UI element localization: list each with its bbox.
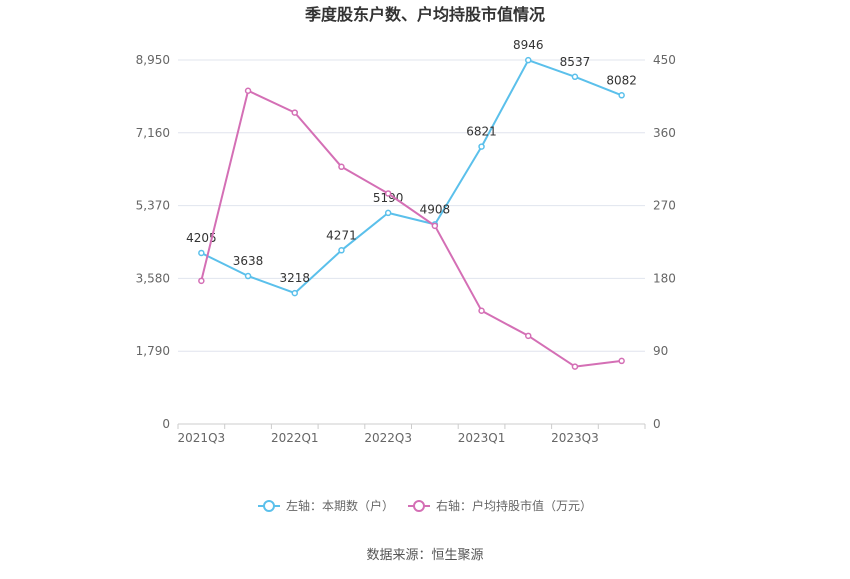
right-axis-tick-label: 0 (653, 417, 661, 431)
data-point[interactable] (291, 289, 298, 297)
data-point[interactable] (338, 163, 345, 171)
legend-marker-icon[interactable] (413, 500, 425, 512)
x-axis-tick-label: 2022Q3 (364, 431, 412, 445)
legend-marker-icon[interactable] (263, 500, 275, 512)
data-point[interactable] (431, 222, 439, 230)
right-axis-tick-label: 270 (653, 199, 676, 213)
data-label: 8946 (513, 38, 544, 52)
data-point[interactable] (244, 272, 252, 280)
data-point[interactable] (525, 56, 532, 64)
data-label: 6821 (466, 125, 497, 139)
data-point[interactable] (198, 277, 205, 285)
data-source: 数据来源：恒生聚源 (366, 548, 483, 563)
left-axis-tick-label: 0 (162, 417, 170, 431)
right-axis-tick-label: 90 (653, 344, 668, 358)
data-point[interactable] (198, 249, 205, 257)
right-axis-tick-label: 360 (653, 126, 676, 140)
series-line (200, 89, 622, 368)
data-point[interactable] (478, 307, 485, 315)
left-axis-tick-label: 1,790 (136, 344, 170, 358)
data-point[interactable] (338, 247, 345, 254)
legend-label[interactable]: 右轴：户均持股市值（万元） (436, 498, 592, 513)
data-point[interactable] (291, 109, 298, 116)
data-label: 4908 (420, 202, 451, 216)
series: 4205 3638 3218 4271 5190 4908 6821 8946 8537 8082 (186, 38, 637, 370)
data-point[interactable] (571, 73, 579, 81)
right-axis-tick-label: 450 (653, 53, 676, 67)
data-label: 4271 (326, 228, 357, 242)
grid (178, 59, 645, 352)
data-point[interactable] (525, 332, 532, 340)
data-point[interactable] (384, 190, 392, 197)
data-point[interactable] (618, 357, 625, 365)
data-label: 3218 (279, 271, 310, 285)
data-label: 5190 (373, 191, 404, 205)
left-axis-tick-label: 5,370 (136, 199, 170, 213)
data-label: 3638 (233, 254, 264, 268)
axes: 0 0 1,790 90 3,580 180 5,370 270 7,160 360 8,950 45… (136, 53, 676, 445)
legend-label[interactable]: 左轴：本期数（户） (286, 498, 394, 513)
data-point[interactable] (478, 143, 485, 150)
data-point[interactable] (618, 92, 625, 99)
right-axis-tick-label: 180 (653, 271, 676, 285)
data-label: 8537 (560, 55, 591, 69)
data-point[interactable] (244, 87, 252, 94)
data-point[interactable] (384, 209, 392, 217)
series-line (200, 59, 623, 295)
x-axis-tick-label: 2022Q1 (271, 431, 319, 445)
data-label: 4205 (186, 231, 217, 245)
x-axis-tick-label: 2021Q3 (178, 431, 226, 445)
left-axis-tick-label: 3,580 (136, 271, 170, 285)
data-label: 8082 (606, 73, 637, 87)
legend[interactable]: 左轴：本期数（户） 右轴：户均持股市值（万元） (258, 498, 592, 513)
chart-title: 季度股东户数、户均持股市值情况 (304, 5, 545, 24)
x-axis-tick-label: 2023Q1 (458, 431, 506, 445)
left-axis-tick-label: 7,160 (136, 126, 170, 140)
data-point[interactable] (571, 363, 579, 370)
left-axis-tick-label: 8,950 (136, 53, 170, 67)
x-axis-tick-label: 2023Q3 (551, 431, 599, 445)
